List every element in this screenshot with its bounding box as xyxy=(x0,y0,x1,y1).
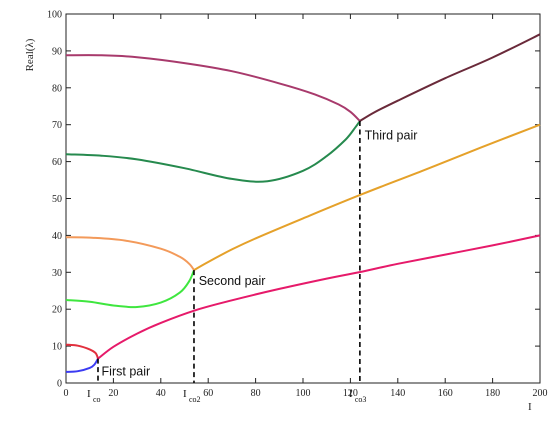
y-tick-label: 20 xyxy=(52,305,62,316)
series-line xyxy=(359,33,541,122)
critical-current-subscript: co xyxy=(93,395,101,404)
y-tick-label: 90 xyxy=(52,46,62,57)
y-tick-label: 10 xyxy=(52,342,62,353)
x-tick-label: 140 xyxy=(390,388,405,399)
x-tick-label: 60 xyxy=(203,388,213,399)
x-tick-label: 80 xyxy=(251,388,261,399)
y-tick-label: 30 xyxy=(52,268,62,279)
x-tick-label: 200 xyxy=(533,388,548,399)
y-axis-label: Real(λ) xyxy=(24,38,36,71)
pair-annotation: First pair xyxy=(102,365,151,379)
x-tick-label: 160 xyxy=(438,388,453,399)
critical-current-label: I xyxy=(349,388,353,400)
series-group xyxy=(65,33,541,373)
y-tick-label: 0 xyxy=(57,379,62,390)
y-tick-label: 70 xyxy=(52,120,62,131)
critical-current-label: I xyxy=(87,388,91,400)
series-line xyxy=(65,120,361,183)
x-tick-label: 180 xyxy=(485,388,500,399)
series-line xyxy=(65,269,195,309)
plot-frame xyxy=(65,13,541,384)
series-line xyxy=(65,236,195,271)
x-tick-label: 20 xyxy=(108,388,118,399)
y-tick-label: 50 xyxy=(52,194,62,205)
x-tick-label: 100 xyxy=(296,388,311,399)
critical-current-subscript: co3 xyxy=(355,395,367,404)
critical-lines xyxy=(97,121,361,383)
y-tick-label: 80 xyxy=(52,83,62,94)
x-axis-label: I xyxy=(528,401,532,413)
critical-current-subscript: co2 xyxy=(189,395,201,404)
y-tick-label: 40 xyxy=(52,231,62,242)
pair-annotation: Second pair xyxy=(199,274,266,288)
y-tick-label: 60 xyxy=(52,157,62,168)
x-tick-label: 0 xyxy=(64,388,69,399)
y-tick-label: 100 xyxy=(47,10,62,21)
critical-current-label: I xyxy=(183,388,187,400)
series-line xyxy=(65,54,361,122)
x-tick-label: 120 xyxy=(343,388,358,399)
axis-ticks: 0 20 40 60 80 100 120 140 160 180 200 0 10 20 30 40 50 60… xyxy=(47,10,548,400)
pair-annotation: Third pair xyxy=(365,128,418,142)
series-line xyxy=(193,123,541,271)
series-line xyxy=(97,234,541,360)
x-tick-label: 40 xyxy=(156,388,166,399)
series-line xyxy=(65,358,99,373)
series-line xyxy=(65,343,99,360)
